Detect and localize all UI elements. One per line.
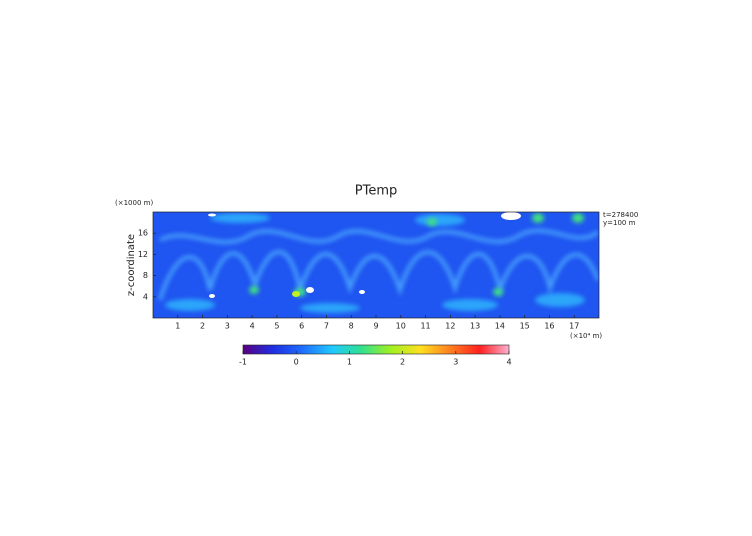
x-tick-label: 10: [396, 322, 406, 331]
colorbar-tick-label: 2: [400, 358, 405, 367]
x-tick-label: 6: [299, 322, 304, 331]
y-unit-label: (×1000 m): [115, 199, 153, 207]
colorbar-tick-label: -1: [239, 358, 247, 367]
colorbar-tick-label: 1: [347, 358, 352, 367]
x-tick-label: 14: [495, 322, 505, 331]
x-tick-label: 11: [420, 322, 430, 331]
x-axis-label: (×10⁴ m): [570, 332, 602, 340]
colorbar-tick-label: 0: [294, 358, 299, 367]
y-tick-label: 8: [143, 271, 148, 280]
x-tick-label: 9: [373, 322, 378, 331]
x-tick-label: 3: [225, 322, 230, 331]
x-tick-label: 16: [544, 322, 554, 331]
chart-title: PTemp: [355, 184, 398, 199]
annotation: t=278400: [603, 211, 638, 219]
y-tick-label: 4: [143, 292, 148, 301]
x-tick-label: 12: [445, 322, 455, 331]
x-tick-label: 5: [274, 322, 279, 331]
x-tick-label: 8: [349, 322, 354, 331]
field: [153, 212, 599, 318]
y-axis-label: z-coordinate: [126, 234, 137, 296]
x-tick-label: 1: [175, 322, 180, 331]
y-tick-label: 12: [138, 250, 148, 259]
colorbar-tick-label: 4: [506, 358, 511, 367]
x-tick-label: 13: [470, 322, 480, 331]
y-tick-label: 16: [138, 229, 148, 238]
x-tick-label: 15: [520, 322, 530, 331]
x-tick-label: 17: [569, 322, 579, 331]
x-tick-label: 4: [250, 322, 255, 331]
colorbar-tick-label: 3: [453, 358, 458, 367]
x-tick-label: 7: [324, 322, 329, 331]
colorbar: [242, 344, 510, 355]
annotation: y=100 m: [603, 219, 636, 227]
x-tick-label: 2: [200, 322, 205, 331]
